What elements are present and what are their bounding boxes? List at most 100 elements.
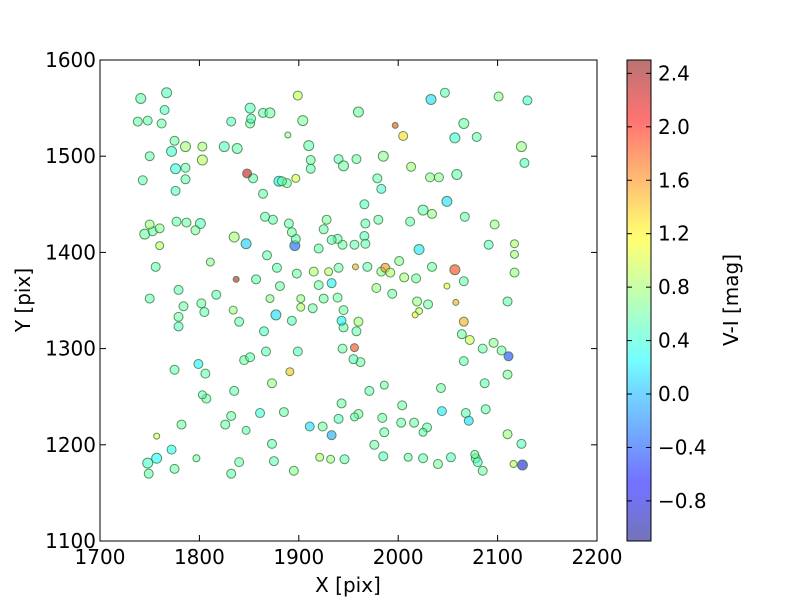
scatter-point — [509, 249, 519, 259]
scatter-point — [240, 238, 252, 250]
scatter-point — [196, 298, 207, 309]
scatter-point — [353, 316, 364, 327]
scatter-point — [226, 410, 237, 421]
scatter-point — [173, 311, 184, 322]
scatter-point — [321, 214, 332, 225]
y-tick-label: 1200 — [45, 433, 96, 457]
scatter-point — [509, 460, 518, 469]
scatter-point — [411, 311, 419, 319]
scatter-point — [228, 231, 240, 243]
scatter-point — [297, 115, 309, 127]
scatter-point — [292, 346, 303, 357]
scatter-points — [132, 87, 533, 479]
scatter-point — [205, 257, 215, 267]
scatter-point — [503, 351, 514, 362]
scatter-point — [170, 185, 181, 196]
x-axis-ticks: 1700 1800 1900 2000 2100 2200 — [75, 60, 622, 569]
scatter-point — [488, 337, 499, 348]
scatter-point — [142, 115, 153, 126]
scatter-point — [391, 121, 399, 129]
scatter-point — [426, 208, 437, 219]
colorbar-tick-label: 0.8 — [658, 275, 690, 299]
scatter-point — [307, 303, 318, 314]
scatter-point — [418, 453, 429, 464]
scatter-point — [170, 163, 182, 175]
scatter-point — [349, 343, 359, 353]
scatter-point — [296, 294, 306, 304]
scatter-point — [398, 130, 409, 141]
scatter-point — [379, 380, 389, 390]
scatter-point — [516, 459, 528, 471]
y-tick-label: 1100 — [45, 529, 96, 553]
scatter-point — [259, 326, 270, 337]
scatter-point — [332, 292, 343, 303]
scatter-point — [449, 132, 461, 144]
scatter-point — [260, 346, 271, 357]
scatter-point — [338, 305, 349, 316]
scatter-point — [218, 141, 230, 153]
scatter-point — [211, 289, 222, 300]
scatter-point — [360, 238, 371, 249]
scatter-point — [261, 250, 272, 261]
scatter-point — [180, 162, 191, 173]
scatter-point — [349, 412, 359, 422]
scatter-point — [349, 239, 360, 250]
scatter-point — [326, 454, 336, 464]
scatter-point — [477, 343, 488, 354]
scatter-point — [266, 378, 277, 389]
scatter-point — [385, 267, 396, 278]
scatter-point — [458, 356, 469, 367]
scatter-point — [274, 281, 285, 292]
scatter-point — [166, 444, 177, 455]
scatter-point — [351, 263, 359, 271]
scatter-point — [192, 454, 201, 463]
colorbar-tick-label: 1.2 — [658, 222, 690, 246]
scatter-point — [418, 427, 428, 437]
scatter-point — [339, 454, 350, 465]
scatter-point — [220, 419, 231, 430]
scatter-point — [470, 449, 480, 459]
scatter-point — [377, 150, 389, 162]
scatter-point — [228, 305, 238, 315]
scatter-point — [409, 417, 420, 428]
scatter-point — [229, 385, 240, 396]
scatter-point — [255, 408, 266, 419]
scatter-point — [135, 92, 147, 104]
scatter-point — [509, 239, 519, 249]
scatter-point — [132, 116, 143, 127]
scatter-point — [359, 199, 370, 210]
colorbar-tick-label: 0.0 — [658, 382, 690, 406]
x-tick-label: 1900 — [273, 545, 324, 569]
colorbar-tick-label: 2.0 — [658, 115, 690, 139]
scatter-point — [318, 293, 329, 304]
scatter-point — [161, 87, 173, 99]
scatter-point — [333, 413, 344, 424]
colorbar-tick-label: 1.6 — [658, 168, 690, 192]
scatter-point — [313, 243, 324, 254]
scatter-point — [387, 288, 398, 299]
scatter-point — [151, 452, 163, 464]
scatter-point — [445, 452, 456, 463]
scatter-point — [502, 429, 513, 440]
scatter-point — [180, 174, 191, 185]
scatter-point — [318, 224, 329, 235]
scatter-point — [197, 141, 208, 152]
scatter-point — [413, 244, 425, 256]
scatter-point — [496, 345, 507, 356]
scatter-point — [150, 261, 161, 272]
scatter-point — [483, 239, 494, 250]
scatter-point — [463, 415, 474, 426]
scatter-point — [452, 298, 460, 306]
scatter-point — [155, 241, 165, 251]
scatter-point — [411, 273, 422, 284]
scatter-point — [425, 172, 436, 183]
scatter-point — [244, 102, 256, 114]
scatter-point — [296, 302, 306, 312]
scatter-point — [464, 334, 475, 345]
scatter-point — [502, 369, 513, 380]
scatter-point — [489, 219, 500, 230]
scatter-point — [231, 143, 243, 155]
scatter-point — [405, 216, 416, 227]
scatter-point — [441, 195, 453, 207]
scatter-point — [412, 296, 423, 307]
